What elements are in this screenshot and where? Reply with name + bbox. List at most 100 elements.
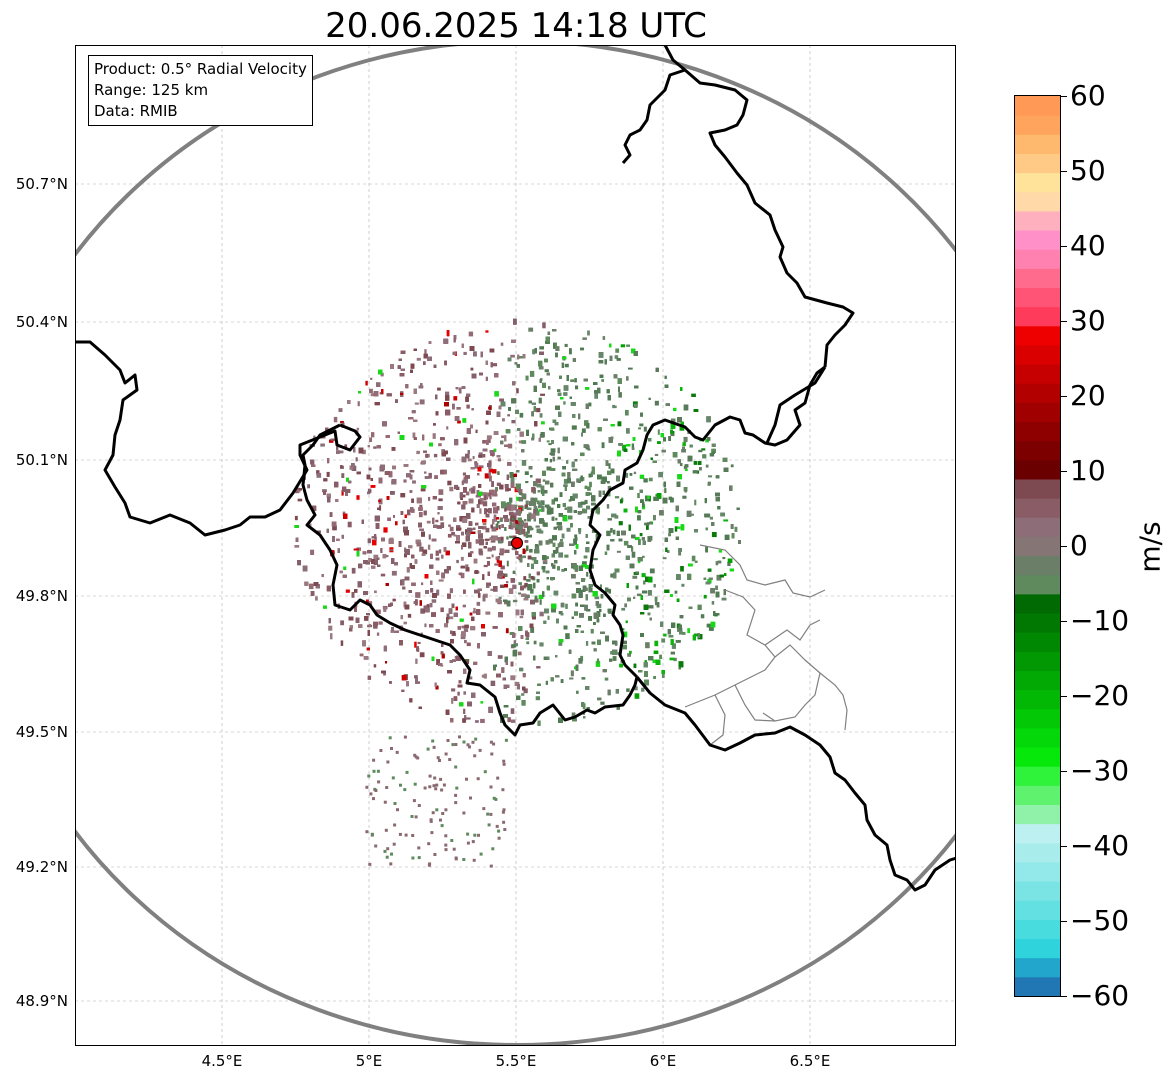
echo-pixel — [618, 392, 622, 398]
echo-pixel — [479, 508, 482, 514]
echo-pixel — [467, 676, 473, 680]
echo-pixel — [344, 444, 348, 448]
echo-pixel — [509, 497, 513, 503]
echo-pixel — [476, 601, 481, 606]
echo-pixel — [514, 362, 518, 365]
echo-pixel — [521, 693, 525, 696]
echo-pixel — [657, 429, 660, 435]
echo-pixel — [654, 453, 659, 456]
echo-pixel — [383, 607, 387, 612]
echo-pixel — [694, 499, 697, 506]
echo-pixel — [447, 480, 452, 486]
echo-pixel — [661, 638, 666, 643]
echo-pixel — [465, 564, 469, 569]
echo-pixel — [557, 543, 560, 548]
echo-pixel — [468, 331, 474, 337]
echo-pixel — [698, 449, 703, 453]
echo-pixel — [625, 409, 629, 416]
echo-pixel — [462, 472, 466, 476]
echo-pixel — [664, 488, 667, 493]
echo-pixel — [480, 718, 485, 723]
echo-pixel — [472, 456, 475, 460]
echo-pixel — [525, 375, 529, 381]
echo-pixel — [576, 690, 579, 694]
echo-pixel — [600, 701, 605, 705]
echo-pixel — [493, 586, 498, 592]
radar-map[interactable] — [75, 45, 956, 1046]
echo-pixel — [341, 534, 344, 539]
echo-pixel — [625, 620, 628, 624]
echo-pixel — [365, 561, 370, 565]
echo-pixel — [555, 517, 558, 521]
echo-pixel — [473, 351, 477, 357]
echo-pixel — [380, 548, 383, 553]
echo-pixel — [673, 407, 677, 412]
map-canvas[interactable] — [75, 45, 956, 1046]
echo-pixel — [482, 522, 487, 526]
echo-pixel — [416, 450, 420, 455]
echo-pixel — [654, 400, 659, 406]
echo-pixel — [582, 561, 587, 565]
echo-pixel — [608, 463, 611, 469]
echo-pixel — [670, 429, 673, 435]
echo-pixel — [440, 522, 445, 528]
echo-pixel — [321, 574, 324, 578]
echo-pixel — [627, 653, 631, 657]
echo-pixel — [587, 486, 591, 491]
echo-pixel — [729, 485, 733, 491]
echo-pixel — [565, 633, 570, 640]
echo-pixel — [533, 560, 539, 564]
echo-pixel — [438, 549, 442, 554]
echo-pixel — [536, 407, 541, 413]
echo-pixel — [682, 442, 686, 447]
echo-pixel — [516, 388, 519, 394]
echo-pixel — [703, 594, 707, 599]
echo-pixel — [379, 505, 382, 511]
echo-pixel — [426, 520, 431, 524]
echo-pixel — [460, 572, 465, 579]
echo-pixel — [351, 567, 356, 574]
echo-pixel — [711, 532, 717, 538]
echo-pixel — [447, 533, 452, 538]
echo-pixel — [553, 497, 558, 502]
echo-pixel — [631, 546, 634, 552]
echo-pixel — [414, 641, 417, 648]
echo-pixel — [580, 501, 586, 505]
echo-pixel — [529, 370, 535, 377]
echo-pixel — [585, 641, 589, 646]
echo-pixel — [506, 560, 509, 567]
echo-pixel — [466, 717, 471, 720]
echo-pixel — [367, 444, 370, 448]
echo-pixel — [355, 457, 358, 462]
echo-pixel — [500, 342, 504, 346]
echo-pixel — [588, 587, 593, 593]
echo-pixel — [428, 534, 431, 540]
echo-pixel — [590, 471, 593, 477]
echo-pixel — [715, 561, 719, 566]
echo-pixel — [473, 607, 476, 614]
echo-pixel — [643, 426, 647, 432]
echo-pixel — [380, 573, 386, 577]
radar-echo-layer — [294, 318, 741, 868]
echo-pixel — [456, 559, 459, 564]
echo-pixel — [537, 720, 541, 726]
echo-pixel — [547, 331, 551, 335]
echo-pixel — [416, 681, 420, 684]
echo-pixel — [494, 391, 499, 397]
echo-pixel — [486, 556, 491, 559]
echo-pixel — [586, 571, 589, 577]
echo-pixel — [638, 427, 642, 430]
echo-pixel — [464, 624, 469, 629]
echo-pixel — [508, 588, 514, 594]
echo-pixel — [485, 330, 489, 333]
echo-pixel — [505, 628, 509, 634]
echo-pixel — [674, 526, 678, 532]
echo-pixel — [564, 363, 569, 368]
echo-pixel — [454, 484, 459, 490]
echo-pixel — [678, 549, 682, 556]
echo-pixel — [691, 393, 696, 397]
echo-pixel — [322, 489, 327, 493]
echo-pixel — [463, 628, 469, 632]
echo-pixel — [441, 449, 445, 455]
echo-pixel — [634, 536, 640, 541]
